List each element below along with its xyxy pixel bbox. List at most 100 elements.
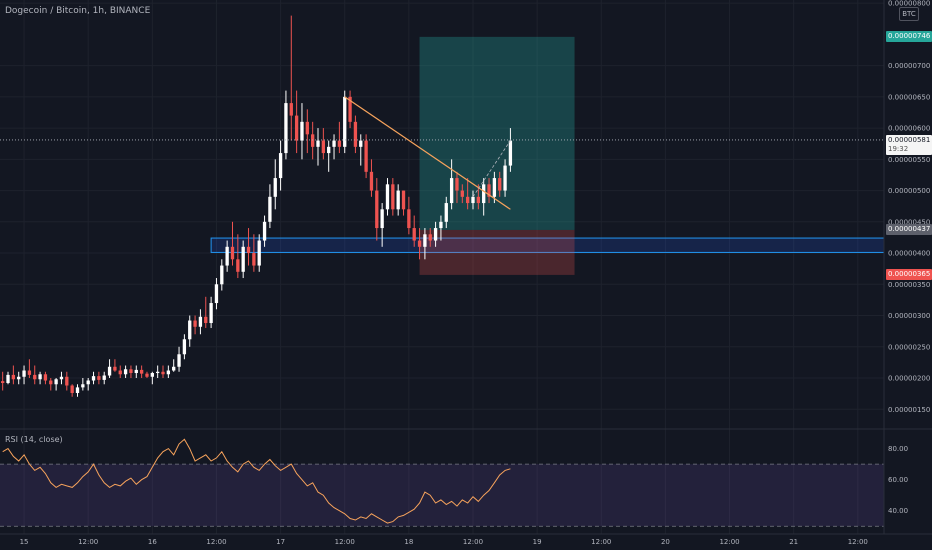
candle-body [198, 316, 203, 327]
candle-body [316, 140, 320, 147]
candle-body [107, 366, 112, 376]
candle-body [145, 373, 149, 377]
chart-title: Dogecoin / Bitcoin, 1h, BINANCE [5, 6, 151, 16]
rsi-axis-label: 60.00 [888, 476, 908, 484]
price-axis-label: 0.00000400 [888, 250, 930, 258]
candle-body [278, 153, 283, 179]
price-axis-label: 0.00000800 [888, 0, 930, 8]
candle-body [262, 221, 267, 241]
candle-body [492, 178, 497, 197]
candle-body [123, 369, 128, 375]
candle-body [246, 246, 251, 254]
candle-body [385, 184, 390, 210]
candle-body [225, 246, 229, 266]
candle-body [407, 209, 411, 229]
candle-body [214, 284, 219, 304]
candle-body [305, 121, 309, 135]
candle-body [343, 96, 347, 147]
candle-body [54, 379, 58, 385]
candle-body [86, 380, 90, 385]
candle-body [353, 121, 358, 147]
candle-body [284, 103, 288, 154]
candle-body [188, 320, 192, 340]
candle-body [59, 376, 64, 380]
current-price-tag: 0.00000581 19:32 [886, 134, 932, 155]
candle-body [11, 374, 16, 380]
time-axis-label: 15 [20, 538, 29, 546]
candle-body [508, 140, 513, 166]
candle-body [273, 178, 277, 197]
time-axis-label: 16 [148, 538, 157, 546]
candle-body [439, 221, 443, 229]
price-axis-label: 0.00000200 [888, 375, 930, 383]
candle-body [97, 376, 101, 380]
candle-body [433, 228, 438, 241]
candle-body [498, 178, 502, 191]
drawings-layer [0, 96, 884, 210]
candle-body [75, 387, 80, 394]
time-axis-label: 12:00 [591, 538, 611, 546]
currency-badge[interactable]: BTC [899, 7, 919, 21]
candle-body [118, 370, 122, 375]
time-axis-label: 12:00 [463, 538, 483, 546]
candle-body [166, 370, 171, 375]
candle-body [252, 253, 256, 266]
candle-body [6, 374, 10, 384]
candle-body [27, 370, 32, 375]
candle-body [139, 369, 144, 374]
candle-body [311, 134, 315, 147]
rsi-axis-label: 40.00 [888, 507, 908, 515]
candle-body [49, 380, 53, 385]
stop-price-tag: 0.00000365 [886, 269, 932, 281]
candle-body [455, 178, 459, 191]
candle-body [150, 373, 154, 377]
price-axis-label: 0.00000650 [888, 93, 930, 101]
price-axis-label: 0.00000550 [888, 156, 930, 164]
candle-body [412, 228, 416, 241]
price-axis-label: 0.00000500 [888, 187, 930, 195]
time-axis-label: 18 [404, 538, 413, 546]
candle-body [102, 375, 106, 380]
time-axis-label: 12:00 [206, 538, 226, 546]
time-axis-label: 20 [661, 538, 670, 546]
rsi-line [2, 438, 511, 524]
candle-body [182, 339, 187, 355]
candle-body [257, 240, 261, 266]
candle-body [161, 371, 165, 375]
candle-body [204, 316, 208, 324]
candle-body [300, 121, 304, 141]
candle-body [417, 240, 422, 247]
price-axis-label: 0.00000700 [888, 62, 930, 70]
projection-line [472, 140, 511, 198]
candle-body [43, 374, 48, 381]
candle-body [364, 140, 368, 172]
rsi-label: RSI (14, close) [5, 435, 63, 444]
candle-body [321, 140, 326, 154]
candle-body [33, 374, 37, 380]
candle-body [113, 366, 117, 371]
candle-body [129, 369, 133, 374]
candle-body [444, 203, 448, 222]
candle-body [220, 265, 224, 285]
candle-body [449, 178, 454, 204]
candle-body [38, 374, 42, 380]
candle-body [460, 190, 464, 197]
time-axis-label: 21 [789, 538, 798, 546]
price-axis-label: 0.00000350 [888, 281, 930, 289]
price-axis-label: 0.00000450 [888, 218, 930, 226]
candle-body [294, 115, 299, 141]
target-zone [419, 36, 575, 230]
time-axis-label: 12:00 [719, 538, 739, 546]
bar-countdown: 19:32 [888, 144, 909, 153]
candle-body [70, 385, 74, 394]
price-axis-label: 0.00000150 [888, 406, 930, 414]
candle-body [503, 165, 507, 191]
candle-body [375, 190, 379, 229]
candle-body [428, 234, 432, 241]
time-axis-label: 19 [533, 538, 542, 546]
candle-body [81, 384, 85, 388]
candle-body [241, 246, 245, 272]
price-axis-label: 0.00000300 [888, 312, 930, 320]
